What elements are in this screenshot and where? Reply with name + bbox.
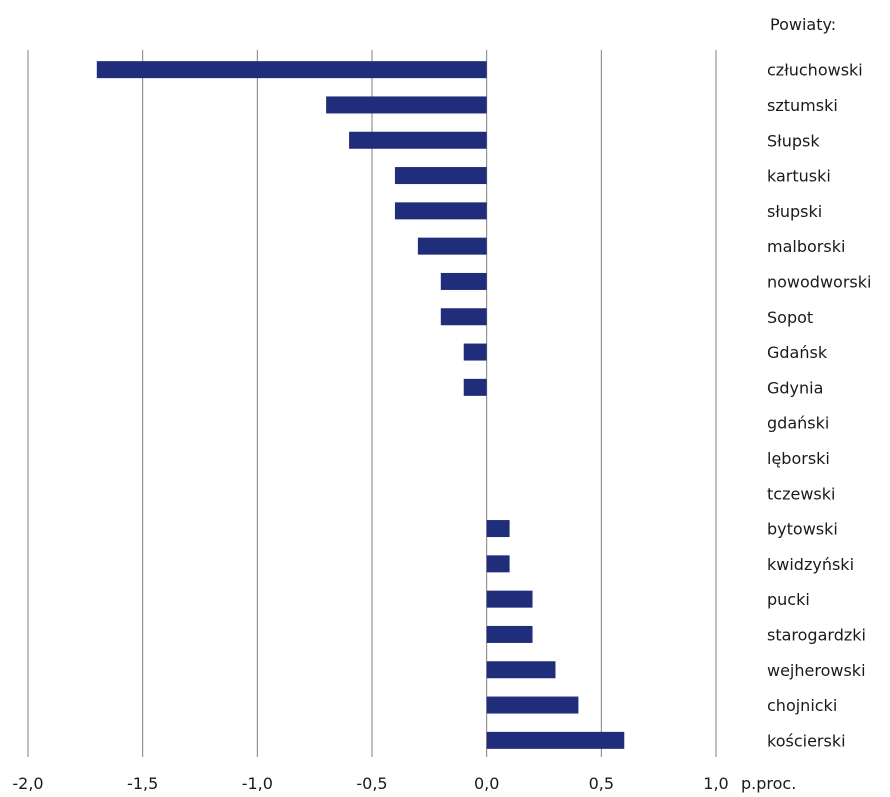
bar xyxy=(486,661,556,679)
category-label: tczewski xyxy=(767,484,835,503)
x-tick-label: -2,0 xyxy=(12,774,43,793)
gridlines xyxy=(27,50,717,757)
x-tick-label: 0,5 xyxy=(589,774,614,793)
category-label: Sopot xyxy=(767,308,813,327)
category-label: człuchowski xyxy=(767,61,863,80)
category-label: kartuski xyxy=(767,167,831,186)
bar xyxy=(349,131,487,149)
unit-label: p.proc. xyxy=(741,774,796,793)
bar xyxy=(96,61,487,79)
bar xyxy=(486,696,579,714)
x-tick-label: 1,0 xyxy=(703,774,728,793)
x-tick-label: 0,0 xyxy=(474,774,499,793)
legend-title: Powiaty: xyxy=(770,15,836,34)
category-label: wejherowski xyxy=(767,661,866,680)
category-label: gdański xyxy=(767,414,829,433)
bar xyxy=(417,237,487,255)
category-label: chojnicki xyxy=(767,696,837,715)
bar xyxy=(486,590,533,608)
category-label: pucki xyxy=(767,590,810,609)
x-tick-labels: -2,0 -1,5 -1,0 -0,5 0,0 0,5 1,0 xyxy=(12,774,728,793)
category-label: kościerski xyxy=(767,731,846,750)
bar xyxy=(486,731,625,749)
category-label: kwidzyński xyxy=(767,555,854,574)
bar xyxy=(463,343,487,361)
category-label: Słupsk xyxy=(767,131,820,150)
bar xyxy=(394,202,487,220)
bars xyxy=(96,61,625,749)
bar xyxy=(440,272,487,290)
bar xyxy=(394,167,487,185)
category-label: Gdańsk xyxy=(767,343,828,362)
category-label: malborski xyxy=(767,237,845,256)
x-tick-label: -0,5 xyxy=(356,774,387,793)
category-labels: człuchowski sztumski Słupsk kartuski słupski… xyxy=(767,61,871,751)
category-label: sztumski xyxy=(767,96,838,115)
category-label: bytowski xyxy=(767,520,838,539)
bar xyxy=(486,555,510,573)
bar xyxy=(486,625,533,643)
bar xyxy=(326,96,487,114)
bar xyxy=(463,378,487,396)
category-label: słupski xyxy=(767,202,822,221)
bar xyxy=(486,520,510,538)
category-label: starogardzki xyxy=(767,625,866,644)
category-label: Gdynia xyxy=(767,378,823,397)
bar xyxy=(440,308,487,326)
x-tick-label: -1,5 xyxy=(127,774,158,793)
category-label: lęborski xyxy=(767,449,830,468)
category-label: nowodworski xyxy=(767,272,871,291)
x-tick-label: -1,0 xyxy=(242,774,273,793)
